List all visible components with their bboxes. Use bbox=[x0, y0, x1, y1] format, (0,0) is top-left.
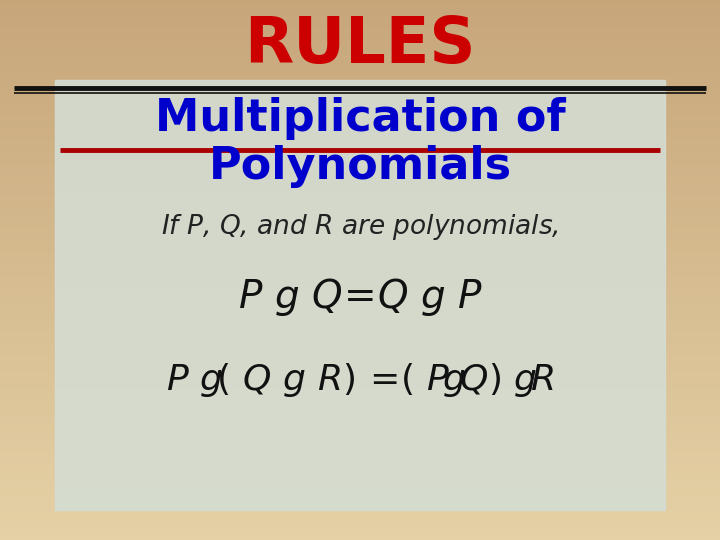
Text: Multiplication of: Multiplication of bbox=[155, 97, 565, 139]
Text: If $P$, $Q$, and $R$ are polynomials,: If $P$, $Q$, and $R$ are polynomials, bbox=[161, 212, 559, 242]
Text: Polynomials: Polynomials bbox=[208, 145, 512, 188]
FancyBboxPatch shape bbox=[55, 80, 665, 510]
Text: $P\ g\ Q\!=\!Q\ g\ P$: $P\ g\ Q\!=\!Q\ g\ P$ bbox=[238, 276, 482, 318]
Text: $P\ g\!(\ Q\ g\ R)\ \!=\!(\ P\!g\!Q)\ g\!R$: $P\ g\!(\ Q\ g\ R)\ \!=\!(\ P\!g\!Q)\ g\… bbox=[166, 361, 554, 399]
Text: RULES: RULES bbox=[244, 14, 476, 76]
